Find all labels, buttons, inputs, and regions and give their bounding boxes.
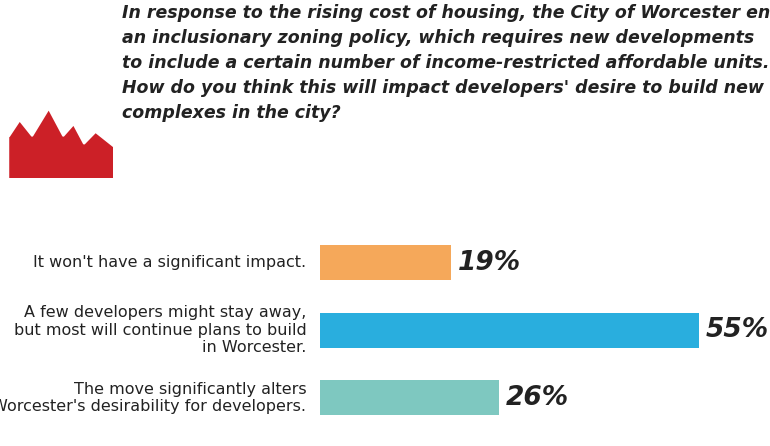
Text: The move significantly alters
Worcester's desirability for developers.: The move significantly alters Worcester'… xyxy=(0,381,306,414)
Text: WBJ: WBJ xyxy=(28,38,94,66)
Text: 26%: 26% xyxy=(506,385,569,411)
Text: A few developers might stay away,
but most will continue plans to build
in Worce: A few developers might stay away, but mo… xyxy=(14,305,306,355)
Bar xyxy=(320,245,450,280)
Text: In response to the rising cost of housing, the City of Worcester enacted
an incl: In response to the rising cost of housin… xyxy=(122,4,770,123)
Bar xyxy=(320,380,499,415)
Text: 55%: 55% xyxy=(705,317,768,343)
Bar xyxy=(320,313,698,348)
Polygon shape xyxy=(9,108,113,178)
Text: It won't have a significant impact.: It won't have a significant impact. xyxy=(33,255,306,270)
Text: 19%: 19% xyxy=(457,250,521,276)
